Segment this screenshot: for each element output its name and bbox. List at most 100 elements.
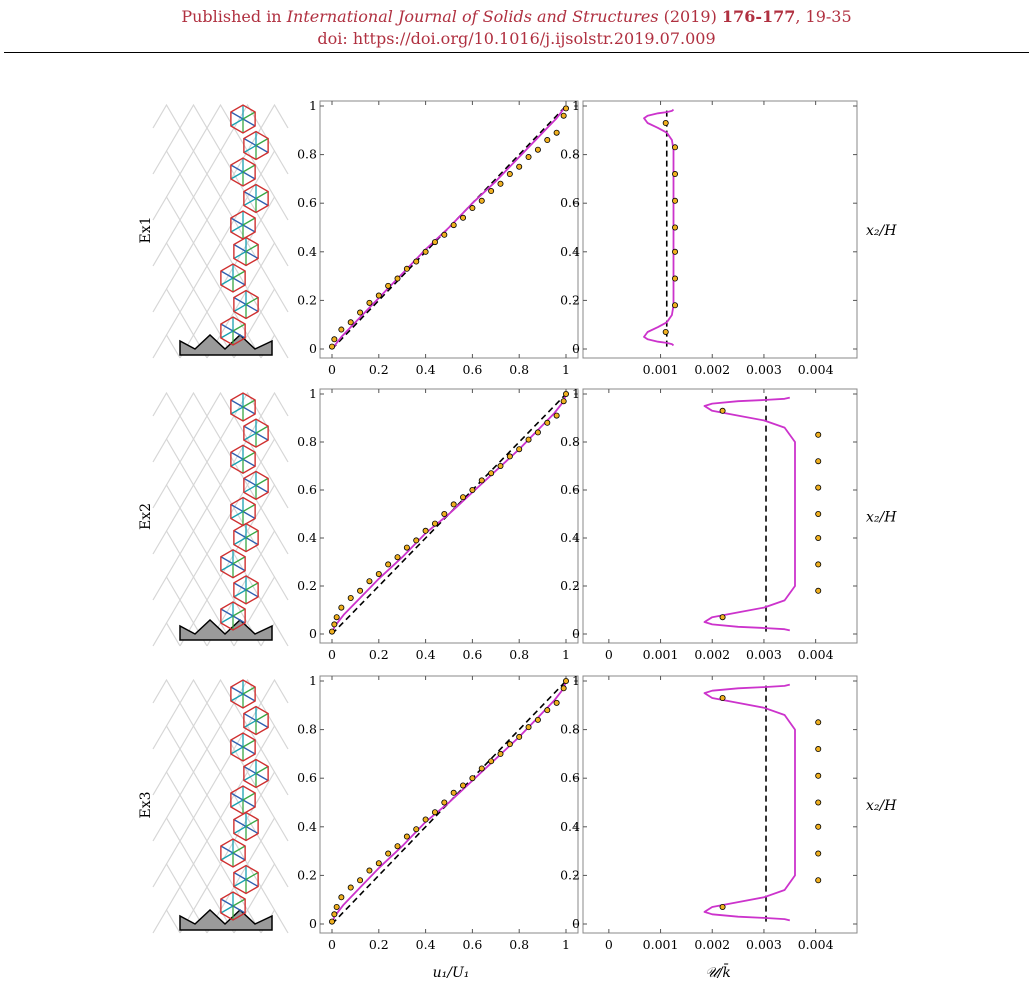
data-point: [441, 231, 448, 238]
data-point: [815, 431, 822, 438]
y-tick-label: 0.2: [297, 292, 317, 307]
y-tick-label: 0.4: [560, 530, 580, 545]
data-point: [366, 299, 373, 306]
y-tick-label: 0.4: [297, 530, 317, 545]
x-tick-label: 0.6: [462, 362, 482, 377]
data-point: [338, 604, 345, 611]
data-point: [497, 180, 504, 187]
data-point: [338, 894, 345, 901]
data-point: [815, 799, 822, 806]
x-tick-label: 0.6: [462, 937, 482, 952]
hexagon-cell: [230, 157, 256, 187]
x-tick-label: 0.2: [369, 647, 389, 662]
hexagon-cell: [243, 705, 269, 736]
y-tick-label: 0: [572, 341, 580, 356]
data-point: [431, 520, 438, 527]
data-point: [328, 628, 335, 635]
data-point: [534, 716, 541, 723]
y-tick-label: 0: [309, 341, 317, 356]
data-point: [431, 809, 438, 816]
y-tick-label: 0.4: [297, 244, 317, 259]
data-point: [815, 458, 822, 465]
hexagon-cell: [243, 183, 269, 214]
data-point: [413, 826, 420, 833]
data-point: [719, 407, 726, 414]
data-point: [450, 501, 457, 508]
x-axis-label-displacement: u₁/U₁: [433, 965, 470, 981]
data-point: [347, 595, 354, 602]
data-point: [385, 850, 392, 857]
model-curve: [331, 393, 567, 635]
x-tick-label: 0.004: [798, 647, 834, 662]
plot-frame: [319, 388, 579, 644]
hexagon-cell: [220, 838, 246, 868]
data-point: [544, 137, 551, 144]
y-axis-label: x₂/H: [866, 798, 897, 814]
x-tick-label: 0.002: [694, 362, 730, 377]
y-tick-label: 0.2: [560, 292, 580, 307]
data-point: [394, 554, 401, 561]
data-point: [375, 860, 382, 867]
data-point: [516, 446, 523, 453]
row-label-ex1: Ex1: [138, 216, 154, 243]
data-point: [460, 214, 467, 221]
data-point: [815, 823, 822, 830]
hexagon-cell: [220, 263, 246, 293]
model-curve: [703, 396, 796, 632]
data-point: [672, 144, 679, 151]
model-curve: [331, 105, 567, 350]
data-point: [331, 621, 338, 628]
lattice-ex2: [152, 391, 289, 647]
data-point: [488, 470, 495, 477]
data-point: [815, 561, 822, 568]
y-tick-label: 1: [572, 98, 580, 113]
citation-year: (2019): [658, 7, 722, 26]
x-tick-label: 0.8: [509, 362, 529, 377]
y-tick-label: 0.2: [560, 867, 580, 882]
data-point: [431, 239, 438, 246]
data-point: [366, 867, 373, 874]
hexagon-cell: [243, 758, 269, 789]
hexagon-cell: [243, 418, 269, 448]
hexagon-cell: [233, 522, 259, 553]
plot-frame: [319, 100, 579, 359]
data-point: [338, 326, 345, 333]
y-tick-label: 0.4: [297, 819, 317, 834]
data-point: [469, 775, 476, 782]
y-tick-label: 0.6: [297, 195, 317, 210]
hexagon-cell: [230, 444, 256, 475]
x-tick-label: 0.4: [416, 362, 436, 377]
data-point: [525, 724, 532, 731]
header-rule: [4, 52, 1029, 53]
data-point: [497, 462, 504, 469]
data-point: [385, 282, 392, 289]
y-tick-label: 0.2: [297, 867, 317, 882]
panel-ex2-displacement: 00.20.40.60.810 0.2 0.4 0.6 0.8 1: [297, 386, 579, 662]
y-tick-label: 0.2: [560, 578, 580, 593]
data-point: [672, 302, 679, 309]
y-tick-label: 0.4: [560, 819, 580, 834]
data-point: [563, 105, 570, 112]
data-point: [375, 571, 382, 578]
row-label-ex2: Ex2: [138, 503, 154, 530]
data-point: [815, 877, 822, 884]
data-point: [815, 510, 822, 517]
hexagon-cell: [233, 236, 259, 267]
data-point: [815, 850, 822, 857]
data-point: [441, 799, 448, 806]
data-point: [815, 484, 822, 491]
y-tick-label: 1: [572, 386, 580, 401]
hexagon-cell: [230, 392, 256, 422]
data-point: [534, 146, 541, 153]
hexagon-cell: [233, 289, 259, 320]
bottom-axis-labels: u₁/U₁ 𝒰/k̄: [433, 963, 731, 981]
data-point: [460, 782, 467, 789]
reference-dashed-line: [331, 680, 567, 925]
data-point: [394, 275, 401, 282]
publication-header: Published in International Journal of So…: [0, 6, 1033, 50]
data-point: [719, 903, 726, 910]
data-point: [815, 587, 822, 594]
data-point: [403, 833, 410, 840]
x-tick-label: 1: [562, 362, 570, 377]
